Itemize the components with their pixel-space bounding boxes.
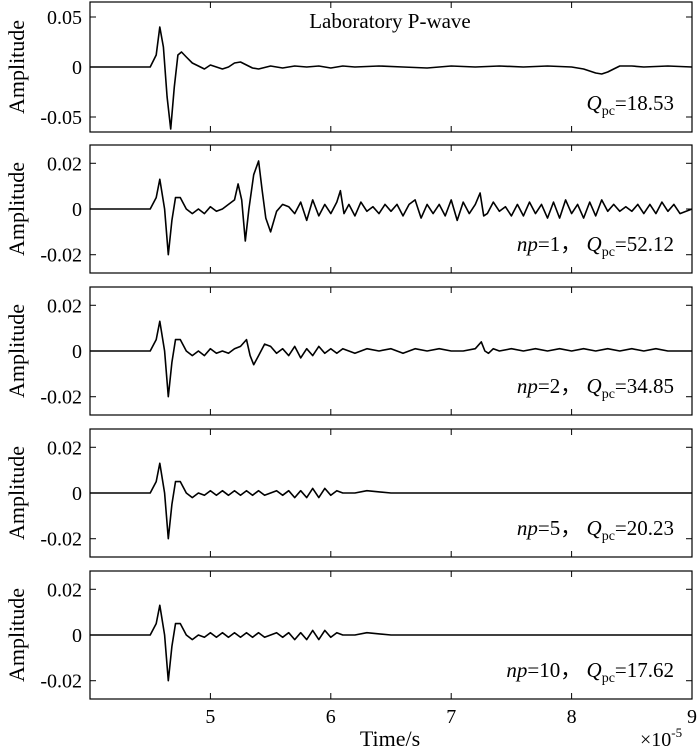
- np-symbol: np: [517, 232, 538, 256]
- q-symbol: Q: [587, 232, 602, 256]
- waveform-line: [90, 462, 692, 540]
- panel-3: -0.02 0 0.02 Amplitude np=2， Qpc=34.85: [4, 286, 693, 416]
- x-scale-factor: ×10-5: [640, 725, 682, 751]
- y-tick-label: 0: [72, 199, 82, 221]
- q-subscript: pc: [602, 245, 615, 260]
- x-tick-label: 8: [567, 706, 577, 728]
- q-value: =20.23: [615, 516, 674, 540]
- q-value: =52.12: [615, 232, 674, 256]
- q-value: =18.53: [615, 91, 674, 115]
- np-value: =10，: [527, 658, 586, 682]
- q-subscript: pc: [602, 104, 615, 119]
- y-tick-label: -0.05: [40, 107, 82, 129]
- y-tick-label: 0: [72, 625, 82, 647]
- q-annotation: np=1， Qpc=52.12: [517, 232, 674, 260]
- y-tick-label: -0.02: [40, 671, 82, 693]
- q-annotation: np=2， Qpc=34.85: [517, 374, 674, 402]
- y-axis-label: Amplitude: [4, 446, 29, 540]
- np-value: =1，: [538, 232, 587, 256]
- waveform-line: [90, 320, 692, 398]
- waveform-line: [90, 160, 693, 256]
- y-axis-label: Amplitude: [4, 588, 29, 682]
- q-subscript: pc: [602, 387, 615, 402]
- y-tick-label: 0.02: [47, 295, 82, 317]
- chart-title: Laboratory P-wave: [309, 9, 471, 33]
- np-symbol: np: [517, 516, 538, 540]
- np-symbol: np: [517, 374, 538, 398]
- x-scale-base: ×10: [640, 729, 671, 751]
- q-annotation: np=10， Qpc=17.62: [506, 658, 674, 686]
- y-axis-label: Amplitude: [4, 162, 29, 256]
- panel-2: -0.02 0 0.02 Amplitude np=1， Qpc=52.12: [4, 144, 693, 274]
- x-tick-label: 5: [205, 706, 215, 728]
- q-symbol: Q: [587, 374, 602, 398]
- q-symbol: Q: [587, 658, 602, 682]
- panel-1: -0.05 0 0.05 Amplitude Laboratory P-wave Qpc=…: [4, 1, 693, 133]
- y-tick-label: 0: [72, 57, 82, 79]
- q-annotation: np=5， Qpc=20.23: [517, 516, 674, 544]
- q-subscript: pc: [602, 529, 615, 544]
- y-tick-label: 0: [72, 341, 82, 363]
- y-axis-label: Amplitude: [4, 20, 29, 114]
- q-annotation: Qpc=18.53: [587, 91, 674, 119]
- x-tick-label: 7: [446, 706, 456, 728]
- y-tick-label: 0.05: [47, 7, 82, 29]
- y-tick-label: 0.02: [47, 437, 82, 459]
- waveform-line: [90, 26, 693, 130]
- q-symbol: Q: [587, 91, 602, 115]
- x-tick-label: 9: [687, 706, 697, 728]
- np-value: =5，: [538, 516, 587, 540]
- y-tick-label: 0.02: [47, 579, 82, 601]
- q-value: =34.85: [615, 374, 674, 398]
- y-tick-label: -0.02: [40, 387, 82, 409]
- y-axis-label: Amplitude: [4, 304, 29, 398]
- q-subscript: pc: [602, 671, 615, 686]
- panel-4: -0.02 0 0.02 Amplitude np=5， Qpc=20.23: [4, 428, 693, 558]
- x-tick-label: 6: [326, 706, 336, 728]
- np-symbol: np: [506, 658, 527, 682]
- q-value: =17.62: [615, 658, 674, 682]
- y-tick-label: -0.02: [40, 529, 82, 551]
- q-symbol: Q: [587, 516, 602, 540]
- y-tick-label: 0: [72, 483, 82, 505]
- y-tick-label: 0.02: [47, 153, 82, 175]
- x-scale-exponent: -5: [671, 725, 682, 740]
- panel-5: -0.02 0 0.02 Amplitude np=10， Qpc=17.62 5 6 7 8 9…: [4, 570, 697, 751]
- y-tick-label: -0.02: [40, 245, 82, 267]
- np-value: =2，: [538, 374, 587, 398]
- x-axis-label: Time/s: [360, 726, 420, 751]
- waveform-line: [90, 604, 692, 682]
